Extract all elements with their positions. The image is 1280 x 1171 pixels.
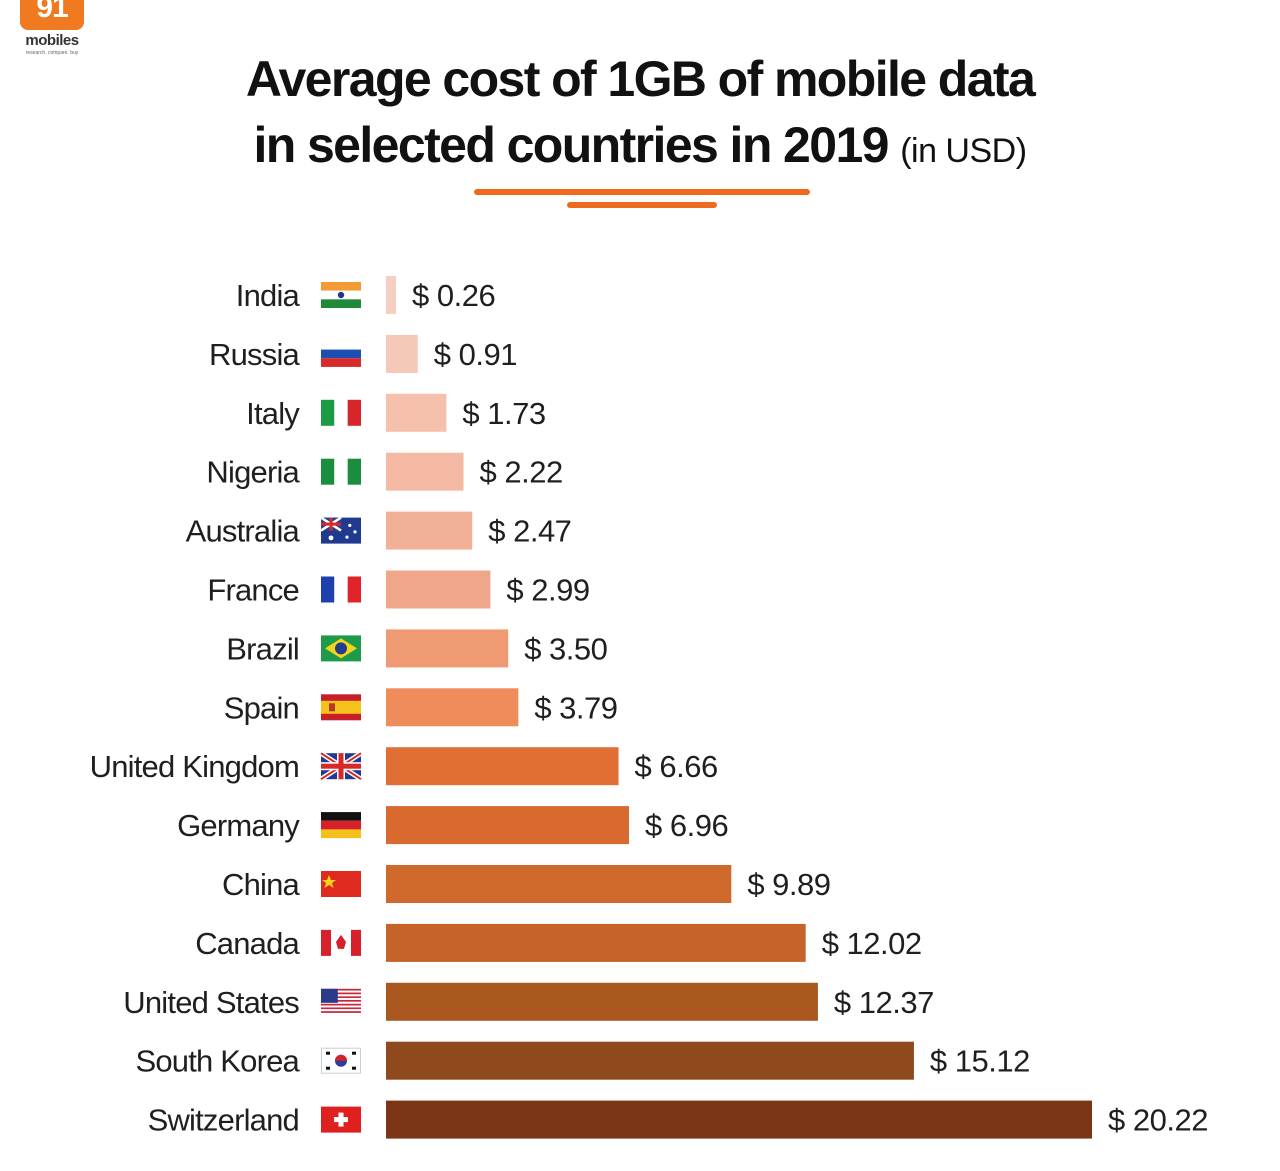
bar-spain [386, 688, 519, 727]
value-label-switzerland: $ 20.22 [1108, 1103, 1208, 1138]
value-label-india: $ 0.26 [412, 278, 495, 313]
country-label-australia: Australia [186, 514, 301, 549]
italy-flag-icon [321, 399, 361, 426]
bar-south-korea [386, 1041, 914, 1080]
value-label-united-kingdom: $ 6.66 [635, 749, 718, 784]
country-label-nigeria: Nigeria [206, 455, 300, 490]
bar-united-states [386, 982, 818, 1021]
bar-italy [386, 393, 447, 432]
chart-title: Average cost of 1GB of mobile data in se… [0, 46, 1280, 184]
country-label-germany: Germany [177, 808, 300, 843]
value-label-south-korea: $ 15.12 [930, 1044, 1030, 1079]
bar-canada [386, 923, 806, 962]
title-line-1: Average cost of 1GB of mobile data [245, 51, 1036, 107]
logo-wordmark: mobiles [25, 32, 79, 49]
value-label-russia: $ 0.91 [434, 337, 517, 372]
bar-switzerland [386, 1100, 1092, 1139]
value-label-italy: $ 1.73 [462, 396, 545, 431]
country-label-canada: Canada [195, 926, 300, 961]
bar-united-kingdom [386, 747, 619, 786]
russia-flag-icon [321, 340, 361, 367]
country-label-brazil: Brazil [226, 631, 299, 666]
spain-flag-icon [321, 694, 361, 721]
country-label-india: India [236, 278, 301, 313]
title-line-2-text: in selected countries in 2019 [253, 117, 889, 173]
nigeria-flag-icon [321, 458, 361, 485]
bar-china [386, 865, 732, 903]
title-line-2: in selected countries in 2019 (in USD) [0, 112, 1280, 184]
brazil-flag-icon [321, 635, 361, 662]
value-label-brazil: $ 3.50 [524, 631, 607, 666]
india-flag-icon [321, 282, 361, 308]
south-korea-flag-icon [321, 1047, 361, 1074]
country-label-france: France [207, 573, 299, 608]
value-label-united-states: $ 12.37 [834, 985, 934, 1020]
switzerland-flag-icon [321, 1106, 361, 1133]
usa-flag-icon [321, 988, 361, 1015]
value-label-nigeria: $ 2.22 [480, 455, 563, 490]
value-label-germany: $ 6.96 [645, 808, 728, 843]
title-underline-short [567, 202, 717, 208]
value-label-france: $ 2.99 [506, 573, 589, 608]
value-label-australia: $ 2.47 [488, 514, 571, 549]
bar-nigeria [386, 452, 464, 491]
logo-tagline: research. compare. buy [25, 50, 79, 56]
value-label-china: $ 9.89 [747, 867, 830, 902]
bar-australia [386, 511, 473, 550]
uk-flag-icon [319, 751, 363, 782]
logo-badge: 91 [20, 0, 84, 30]
canada-flag-icon [321, 929, 361, 956]
germany-flag-icon [321, 812, 361, 839]
bar-germany [386, 806, 630, 845]
title-underline-long [474, 189, 810, 195]
value-label-canada: $ 12.02 [822, 926, 922, 961]
country-label-italy: Italy [246, 396, 300, 431]
country-label-russia: Russia [209, 337, 301, 372]
country-label-switzerland: Switzerland [148, 1103, 299, 1138]
title-unit: (in USD) [900, 132, 1027, 170]
country-label-spain: Spain [224, 690, 299, 725]
australia-flag-icon [320, 516, 361, 544]
country-label-south-korea: South Korea [135, 1044, 300, 1079]
china-flag-icon [321, 871, 361, 897]
bar-france [386, 570, 491, 609]
country-label-china: China [222, 867, 301, 902]
bar-brazil [386, 629, 509, 668]
bar-india [386, 276, 396, 314]
country-label-united-states: United States [123, 985, 299, 1020]
value-label-spain: $ 3.79 [534, 690, 617, 725]
brand-logo: 91 mobiles research. compare. buy [14, 0, 90, 58]
france-flag-icon [321, 576, 361, 603]
country-label-united-kingdom: United Kingdom [90, 749, 299, 784]
bar-russia [386, 334, 418, 373]
